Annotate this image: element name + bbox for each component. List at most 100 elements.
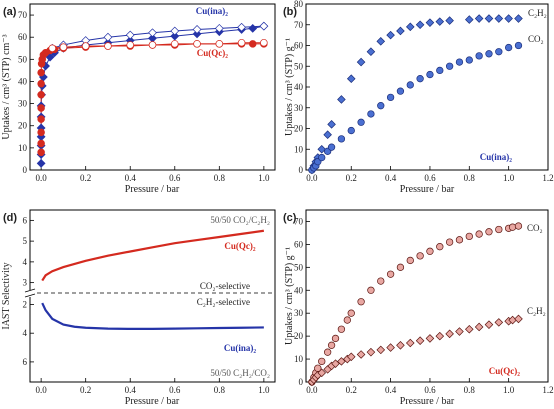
- point-desorption-cu-qc: [48, 44, 57, 53]
- point-c2h2-b: [465, 15, 474, 24]
- series-label-co2-b: CO₂: [528, 34, 544, 44]
- point-adsorption-cu-qc: [37, 139, 45, 148]
- x-tick-label-b: 1.0: [503, 173, 515, 183]
- x-tick-label-b: 0.2: [346, 173, 357, 183]
- point-co2-c: [426, 247, 434, 255]
- point-c2h2-c: [484, 320, 494, 329]
- y-tick-label-c: 10: [294, 354, 304, 364]
- point-co2-b: [357, 118, 365, 126]
- point-c2h2-c: [494, 318, 504, 327]
- x-tick-label-b: 0.8: [464, 173, 476, 183]
- x-tick-label-c: 1.2: [542, 385, 553, 395]
- point-co2-c: [445, 238, 454, 246]
- point-co2-b: [514, 41, 523, 50]
- point-co2-c: [465, 232, 473, 241]
- point-desorption-cu-qc: [59, 43, 68, 51]
- point-c2h2-b: [504, 14, 513, 23]
- point-desorption-cu-qc: [81, 42, 90, 50]
- point-co2-c: [495, 225, 503, 234]
- point-c2h2-c: [455, 327, 464, 336]
- point-adsorption-cu-qc: [37, 128, 45, 137]
- point-c2h2-c: [386, 343, 395, 352]
- y-tick-label-b: 40: [294, 82, 304, 92]
- point-c2h2-c: [366, 347, 376, 357]
- panel-d: (d) 0.0 0.2 0.4 0.6 0.8 1.0 3 4 5 6 2 4 6 Pressure /…: [1, 209, 276, 407]
- point-c2h2-b: [494, 14, 504, 23]
- x-axis-title-d: Pressure / bar: [125, 396, 180, 407]
- point-c2h2-b: [386, 30, 395, 40]
- point-adsorption-cu-qc: [37, 104, 45, 112]
- point-co2-b: [436, 66, 444, 75]
- y-tick-label-c: 40: [294, 285, 304, 295]
- point-desorption-cu-ina: [170, 26, 180, 36]
- point-adsorption-cu-qc: [37, 79, 45, 88]
- marks-d: [41, 229, 265, 330]
- point-desorption-cu-qc: [171, 40, 179, 48]
- marks-b: [307, 14, 523, 175]
- x-tick-label-b: 1.2: [542, 173, 553, 183]
- point-c2h2-c: [465, 324, 474, 334]
- x-tick-label-d: 0.2: [80, 385, 91, 395]
- panel-label-d: (d): [3, 212, 17, 224]
- y-tick-label-b: 20: [294, 124, 304, 134]
- x-tick-label-b: 0.4: [385, 173, 397, 183]
- point-co2-c: [343, 316, 351, 324]
- point-co2-c: [357, 298, 365, 306]
- x-tick-label-a: 0.4: [125, 173, 137, 183]
- point-c2h2-c: [331, 359, 340, 368]
- point-c2h2-b: [415, 20, 425, 30]
- point-co2-c: [337, 325, 346, 333]
- point-co2-b: [318, 153, 326, 162]
- line-cu-ina-selectivity: [41, 302, 264, 330]
- plot-frame-b: [305, 3, 549, 171]
- point-co2-b: [396, 87, 405, 95]
- point-co2-c: [323, 348, 332, 356]
- point-desorption-cu-ina: [214, 23, 224, 33]
- point-co2-b: [465, 56, 473, 64]
- point-adsorption-cu-ina: [36, 158, 46, 168]
- y-axis-title-a: Uptakes / cm³ (STP) cm⁻³: [1, 34, 12, 139]
- y-tick-label-a: 70: [18, 10, 28, 20]
- point-c2h2-b: [445, 16, 454, 25]
- sample-label-b: Cu(ina)₂: [480, 152, 513, 162]
- x-tick-label-a: 1.0: [258, 173, 270, 183]
- point-c2h2-b: [356, 57, 366, 67]
- legend-label-cu-qc-a: Cu(Qc)₂: [197, 48, 228, 58]
- panel-c: (c) 0.0 0.2 0.4 0.6 0.8 1.0 1.2 0 10 20 30 40 50 60 70…: [283, 209, 554, 407]
- point-co2-c: [485, 228, 493, 236]
- x-tick-label-b: 0.6: [424, 173, 436, 183]
- point-c2h2-b: [376, 37, 386, 46]
- x-tick-label-a: 0.2: [80, 173, 91, 183]
- point-desorption-cu-ina: [259, 21, 269, 31]
- y-tick-label-d-top: 5: [23, 236, 28, 246]
- point-c2h2-c: [317, 368, 327, 378]
- point-co2-c: [318, 357, 326, 366]
- y-axis-title-b: Uptakes / cm³ (STP) g⁻¹: [284, 38, 295, 136]
- point-adsorption-cu-qc: [37, 68, 45, 77]
- x-tick-label-d: 0.8: [214, 385, 226, 395]
- point-co2-b: [386, 93, 395, 102]
- point-desorption-cu-qc: [215, 40, 224, 48]
- point-c2h2-b: [474, 14, 484, 23]
- point-c2h2-b: [484, 14, 494, 23]
- y-axis-title-c: Uptakes / cm³ (STP) g⁻¹: [284, 247, 295, 345]
- point-co2-b: [327, 143, 336, 151]
- point-desorption-cu-qc: [237, 38, 246, 47]
- y-tick-label-c: 20: [294, 331, 304, 341]
- point-adsorption-cu-qc: [248, 40, 257, 48]
- y-tick-label-a: 30: [18, 99, 28, 109]
- x-tick-label-c: 0.0: [306, 385, 318, 395]
- point-c2h2-b: [317, 144, 327, 154]
- point-c2h2-c: [396, 341, 405, 350]
- point-co2-b: [426, 70, 434, 79]
- x-tick-label-c: 0.6: [424, 385, 436, 395]
- point-desorption-cu-qc: [104, 42, 112, 50]
- point-adsorption-cu-qc: [37, 90, 45, 99]
- y-tick-label-c: 30: [294, 308, 304, 318]
- y-tick-label-a: 0: [23, 165, 28, 175]
- marks-c: [307, 222, 523, 387]
- point-c2h2-b: [327, 120, 336, 129]
- point-c2h2-c: [337, 357, 346, 366]
- x-tick-label-a: 0.0: [36, 173, 48, 183]
